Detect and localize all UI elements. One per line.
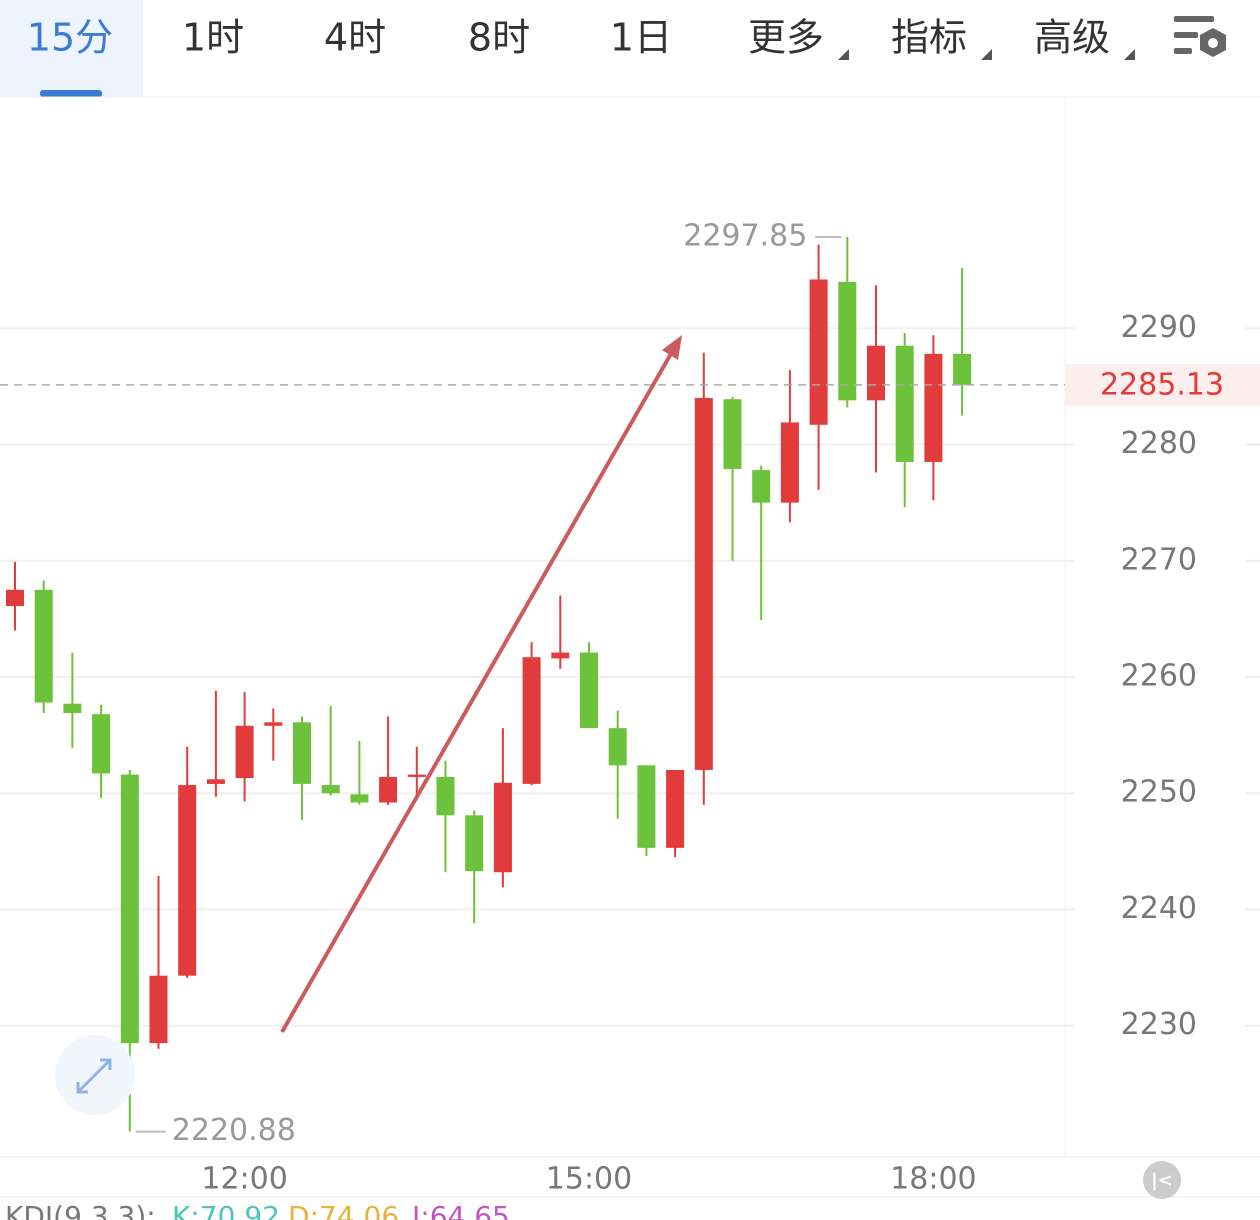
tab[interactable]: 4时 [324,16,386,60]
candle-body [379,776,398,803]
candle-body [924,353,943,462]
x-tick-label: 18:00 [890,1162,976,1197]
candle-body [666,769,685,848]
scroll-latest-button[interactable] [1143,1161,1181,1199]
tab[interactable]: 1时 [182,16,244,60]
x-tick-label: 15:00 [546,1162,632,1197]
candle-body [321,785,340,794]
y-tick-label: 2270 [1121,542,1197,577]
y-tick-label: 2280 [1121,426,1197,461]
candle-body [637,765,656,848]
plot: 2230 2240 2250 2260 2270 2280 2290 12:00 15:00 18… [0,219,1260,1197]
tab[interactable]: 15分 [27,16,113,60]
y-tick-label: 2240 [1121,891,1197,926]
indicator-d: D:74.06 [288,1200,399,1220]
candle-body [493,782,512,873]
tab[interactable]: 1日 [610,16,672,60]
indicator-name: KDJ(9,3,3): [5,1200,156,1220]
candle-body [350,794,369,803]
y-tick-label: 2290 [1121,310,1197,345]
candle-body [235,725,254,779]
candle-body [63,703,82,714]
candle-body [809,279,828,425]
candle-body [895,345,914,462]
candle-body [551,652,570,659]
candle-body [264,722,283,726]
candle-body [752,470,771,503]
candle-body [723,399,742,469]
tab[interactable]: 8时 [468,16,530,60]
x-tick-label: 12:00 [201,1162,287,1197]
candle-body [694,398,713,770]
settings-icon[interactable] [1174,16,1226,57]
candle-body [465,815,484,872]
indicator-j: J:64.65 [410,1200,510,1220]
current-price-label: 2285.13 [1100,367,1224,402]
scroll-latest-icon: |< [1151,1170,1173,1191]
candle-body [522,657,541,784]
candle-body [293,722,311,784]
candle-body [178,785,197,976]
candle-body [436,776,455,816]
low-label: 2220.88 [172,1113,296,1148]
candle-body [780,422,799,503]
candle-body [407,774,426,777]
current-price-bg [1065,363,1260,406]
active-tab-underline [40,90,102,97]
candle-body [149,975,168,1044]
tab[interactable]: 高级 [1034,16,1110,60]
active-tab-bg [0,0,143,97]
expand-icon [76,1058,112,1094]
candle-body [206,779,225,784]
tab[interactable]: 更多 [748,16,824,60]
candle-body [92,714,111,774]
candle-body [6,589,24,607]
y-tick-label: 2250 [1121,775,1197,810]
candle-body [34,589,53,703]
candle-body [120,774,139,1044]
candle-body [838,281,857,401]
candle-body [953,353,972,385]
high-label: 2297.85 [683,219,807,254]
indicator-k: K:70.92 [172,1200,280,1220]
y-tick-label: 2230 [1121,1007,1197,1042]
candle-body [867,345,885,401]
tab[interactable]: 指标 [891,16,967,60]
candle-body [608,728,627,766]
candle-body [580,652,598,729]
dropdown-indicators [838,49,1135,60]
trend-arrow [280,335,682,1033]
y-tick-label: 2260 [1121,658,1197,693]
